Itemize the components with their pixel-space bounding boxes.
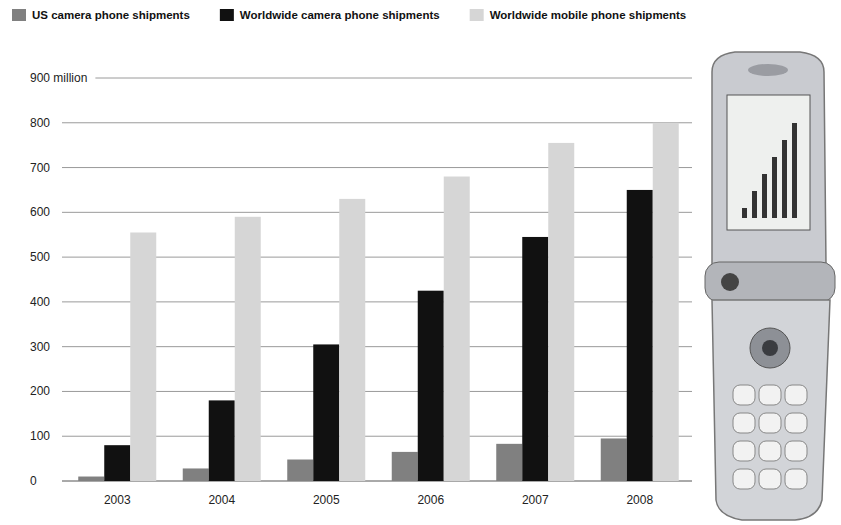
x-tick-label: 2004 <box>208 493 235 507</box>
bar <box>548 143 574 481</box>
bar <box>496 444 522 481</box>
legend-label: US camera phone shipments <box>32 9 190 21</box>
phone-screen-graphic <box>752 191 757 218</box>
phone-navpad <box>762 340 778 356</box>
phone-navpad <box>750 328 790 368</box>
y-tick-label: 800 <box>30 116 50 130</box>
phone-key <box>785 469 807 489</box>
bar <box>339 199 365 481</box>
legend-label: Worldwide camera phone shipments <box>240 9 440 21</box>
phone-key <box>785 441 807 461</box>
grid-line <box>62 391 692 392</box>
bar <box>444 177 470 481</box>
bar <box>601 438 627 481</box>
bar <box>235 217 261 481</box>
grid-line <box>62 346 692 347</box>
y-tick-label: 0 <box>30 474 37 488</box>
phone-screen-graphic <box>772 157 777 218</box>
bar <box>78 477 104 481</box>
phone-key <box>759 469 781 489</box>
phone-key <box>733 413 755 433</box>
bar <box>287 460 313 481</box>
phone-key <box>733 441 755 461</box>
phone-illustration <box>705 52 835 520</box>
grid-line <box>62 257 692 258</box>
x-tick-label: 2006 <box>417 493 444 507</box>
grid-line <box>95 78 692 79</box>
chart: 0 100 200 300 400 500 600 700 800 900 million 2003… <box>0 0 841 525</box>
bar <box>392 452 418 481</box>
bar <box>130 232 156 481</box>
y-tick-label: 600 <box>30 205 50 219</box>
grid-line <box>62 122 692 123</box>
y-tick-label: 500 <box>30 250 50 264</box>
bar <box>209 400 235 481</box>
grid-line <box>62 301 692 302</box>
x-tick-label: 2005 <box>313 493 340 507</box>
phone-body <box>712 300 830 520</box>
x-axis-line <box>62 481 692 482</box>
phone-lid <box>712 52 826 270</box>
grid <box>62 78 692 481</box>
y-tick-label: 200 <box>30 384 50 398</box>
phone-key <box>759 413 781 433</box>
legend: US camera phone shipments Worldwide camer… <box>12 9 686 21</box>
y-tick-label: 100 <box>30 429 50 443</box>
phone-screen <box>727 95 810 230</box>
phone-screen-graphic <box>742 208 747 218</box>
phone-speaker <box>748 64 788 76</box>
y-tick-label: 700 <box>30 161 50 175</box>
legend-label: Worldwide mobile phone shipments <box>490 9 687 21</box>
grid-line <box>62 436 692 437</box>
phone-screen-graphic <box>782 140 787 218</box>
phone-key <box>785 385 807 405</box>
bar <box>418 291 444 481</box>
legend-swatch <box>12 9 26 21</box>
x-tick-label: 2007 <box>522 493 549 507</box>
phone-key <box>733 469 755 489</box>
phone-camera <box>721 273 739 291</box>
bar <box>522 237 548 481</box>
legend-swatch <box>470 9 484 21</box>
y-tick-label: 900 million <box>30 71 87 85</box>
x-tick-label: 2003 <box>104 493 131 507</box>
phone-hinge <box>705 262 835 302</box>
bar <box>627 190 653 481</box>
phone-key <box>759 441 781 461</box>
y-tick-label: 400 <box>30 295 50 309</box>
x-tick-label: 2008 <box>626 493 653 507</box>
bars <box>78 123 679 481</box>
bar <box>104 445 130 481</box>
bar <box>653 123 679 481</box>
phone-key <box>733 385 755 405</box>
y-tick-label: 300 <box>30 340 50 354</box>
bar <box>313 344 339 481</box>
grid-line <box>62 212 692 213</box>
grid-line <box>62 167 692 168</box>
phone-key <box>759 385 781 405</box>
phone-key <box>785 413 807 433</box>
phone-screen-graphic <box>762 174 767 218</box>
legend-swatch <box>220 9 234 21</box>
bar <box>183 468 209 481</box>
phone-screen-graphic <box>792 123 797 218</box>
